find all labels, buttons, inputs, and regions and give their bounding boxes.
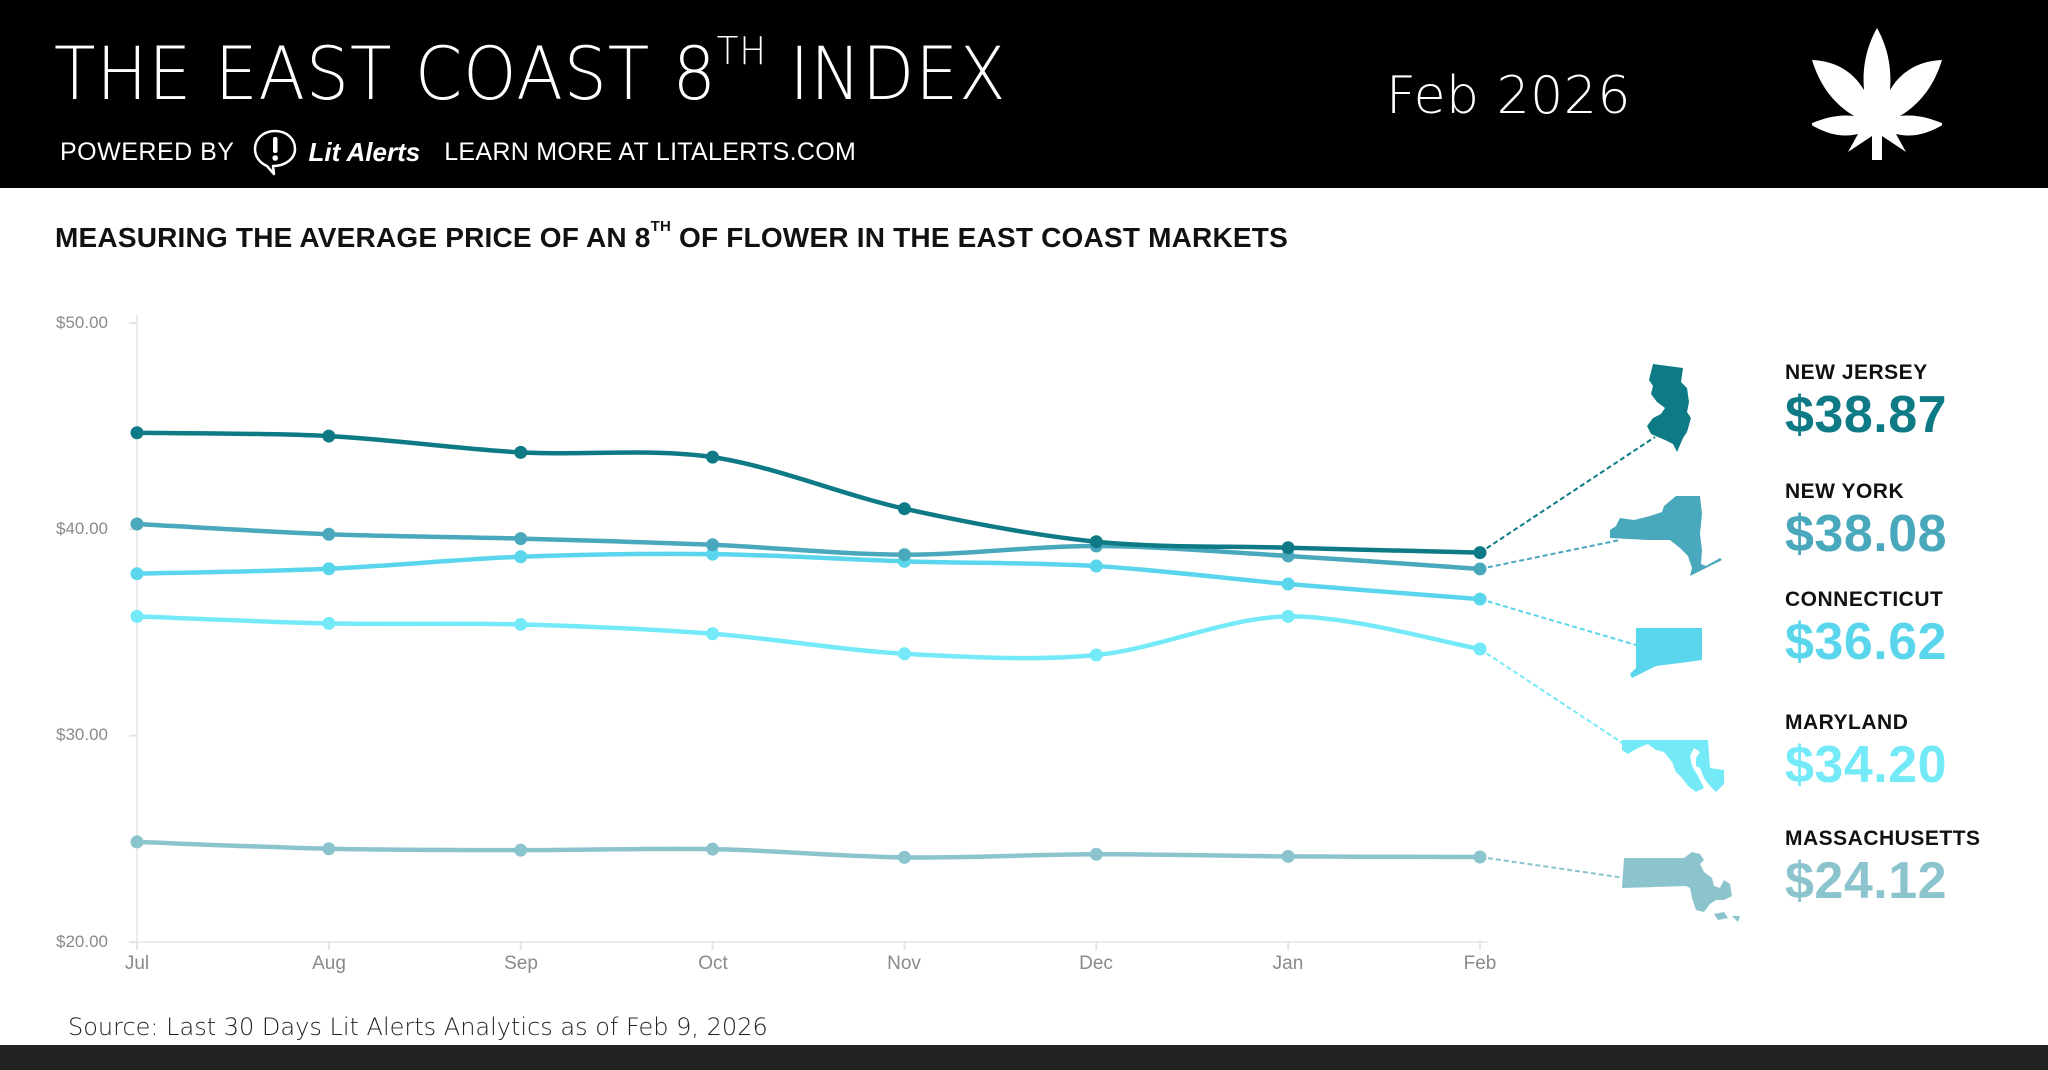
data-point[interactable] xyxy=(1089,648,1103,662)
new-jersey-map-icon xyxy=(1647,364,1691,452)
x-tick-label: Sep xyxy=(504,953,538,974)
maryland-map-icon xyxy=(1622,740,1724,792)
x-tick-label: Jul xyxy=(124,953,150,974)
y-tick-label: $30.00 xyxy=(56,725,108,744)
data-point[interactable] xyxy=(322,527,336,541)
data-point[interactable] xyxy=(130,517,144,531)
chart-series xyxy=(130,426,1487,864)
data-point[interactable] xyxy=(514,843,528,857)
legend-massachusetts: MASSACHUSETTS $24.12 xyxy=(1785,827,1981,907)
x-tick-label: Feb xyxy=(1463,953,1497,974)
data-point[interactable] xyxy=(1473,546,1487,560)
data-point[interactable] xyxy=(130,835,144,849)
page-title: THE EAST COAST 8TH INDEX xyxy=(54,32,1006,111)
title-superscript: TH xyxy=(716,29,767,73)
data-point[interactable] xyxy=(897,548,911,562)
chart-subtitle: MEASURING THE AVERAGE PRICE OF AN 8TH OF… xyxy=(55,218,1288,254)
data-point[interactable] xyxy=(897,647,911,661)
x-tick-label: Jan xyxy=(1272,953,1304,974)
legend-state-name: MARYLAND xyxy=(1785,711,1909,734)
legend-state-name: CONNECTICUT xyxy=(1785,588,1944,611)
data-point[interactable] xyxy=(130,567,144,581)
source-note: Source: Last 30 Days Lit Alerts Analytic… xyxy=(68,1013,768,1041)
legend-price: $24.12 xyxy=(1785,852,1948,910)
learn-more-link[interactable]: LEARN MORE AT LITALERTS.COM xyxy=(444,137,857,166)
title-text-end: INDEX xyxy=(766,32,1007,117)
series-new-york xyxy=(130,517,1487,576)
data-point[interactable] xyxy=(1473,850,1487,864)
massachusetts-map-icon xyxy=(1622,852,1740,922)
footer-bar xyxy=(0,1045,2048,1070)
x-tick-label: Dec xyxy=(1079,953,1113,974)
subtitle-text: MEASURING THE AVERAGE PRICE OF AN 8 xyxy=(55,222,651,253)
data-point[interactable] xyxy=(706,547,720,561)
legend-state-name: MASSACHUSETTS xyxy=(1785,827,1981,850)
legend-new-jersey: NEW JERSEY $38.87 xyxy=(1785,361,1947,441)
brand-name: Lit Alerts xyxy=(308,136,421,167)
legend-price: $38.08 xyxy=(1785,505,1948,563)
data-point[interactable] xyxy=(1473,562,1487,576)
data-point[interactable] xyxy=(1089,535,1103,549)
subtitle-text-end: OF FLOWER IN THE EAST COAST MARKETS xyxy=(670,222,1288,253)
subtitle-superscript: TH xyxy=(650,218,671,235)
legend-state-name: NEW YORK xyxy=(1785,480,1905,503)
series-massachusetts xyxy=(130,835,1487,864)
data-point[interactable] xyxy=(322,842,336,856)
data-point[interactable] xyxy=(514,532,528,546)
data-point[interactable] xyxy=(514,550,528,564)
legend-price: $36.62 xyxy=(1785,613,1948,671)
legend-new-york: NEW YORK $38.08 xyxy=(1785,480,1947,560)
legend-connecticut: CONNECTICUT $36.62 xyxy=(1785,588,1947,668)
new-york-map-icon xyxy=(1610,496,1722,576)
legend-maryland: MARYLAND $34.20 xyxy=(1785,711,1947,791)
data-point[interactable] xyxy=(1281,609,1295,623)
series-maryland xyxy=(130,609,1487,662)
powered-by-label: POWERED BY xyxy=(60,137,235,166)
data-point[interactable] xyxy=(130,426,144,440)
x-tick-label: Nov xyxy=(887,953,921,974)
title-text: THE EAST COAST 8 xyxy=(54,32,717,117)
data-point[interactable] xyxy=(130,609,144,623)
report-date: Feb 2026 xyxy=(1386,66,1631,126)
data-point[interactable] xyxy=(706,627,720,641)
data-point[interactable] xyxy=(322,429,336,443)
x-tick-label: Oct xyxy=(698,953,728,974)
y-tick-label: $50.00 xyxy=(56,313,108,332)
data-point[interactable] xyxy=(897,502,911,516)
y-tick-label: $40.00 xyxy=(56,519,108,538)
header-banner: THE EAST COAST 8TH INDEX POWERED BY Lit … xyxy=(0,0,2048,188)
data-point[interactable] xyxy=(1473,592,1487,606)
legend-state-name: NEW JERSEY xyxy=(1785,361,1928,384)
legend-connector-lines xyxy=(1479,436,1656,879)
data-point[interactable] xyxy=(897,850,911,864)
data-point[interactable] xyxy=(514,445,528,459)
powered-by-line: POWERED BY Lit Alerts LEARN MORE AT LITA… xyxy=(60,128,856,176)
cannabis-leaf-icon xyxy=(1812,28,1942,160)
data-point[interactable] xyxy=(514,617,528,631)
data-point[interactable] xyxy=(706,842,720,856)
x-tick-label: Aug xyxy=(312,953,346,974)
data-point[interactable] xyxy=(1473,642,1487,656)
data-point[interactable] xyxy=(706,538,720,552)
data-point[interactable] xyxy=(1089,559,1103,573)
data-point[interactable] xyxy=(1281,541,1295,555)
data-point[interactable] xyxy=(1089,847,1103,861)
legend-price: $34.20 xyxy=(1785,736,1948,794)
speech-bubble-exclamation-icon xyxy=(254,129,297,176)
data-point[interactable] xyxy=(706,450,720,464)
series-connecticut xyxy=(130,547,1487,606)
data-point[interactable] xyxy=(1281,577,1295,591)
legend-price: $38.87 xyxy=(1785,386,1948,444)
y-tick-label: $20.00 xyxy=(56,932,108,951)
data-point[interactable] xyxy=(322,562,336,576)
connecticut-map-icon xyxy=(1630,628,1702,678)
series-new-jersey xyxy=(130,426,1487,560)
data-point[interactable] xyxy=(1281,849,1295,863)
data-point[interactable] xyxy=(322,616,336,630)
